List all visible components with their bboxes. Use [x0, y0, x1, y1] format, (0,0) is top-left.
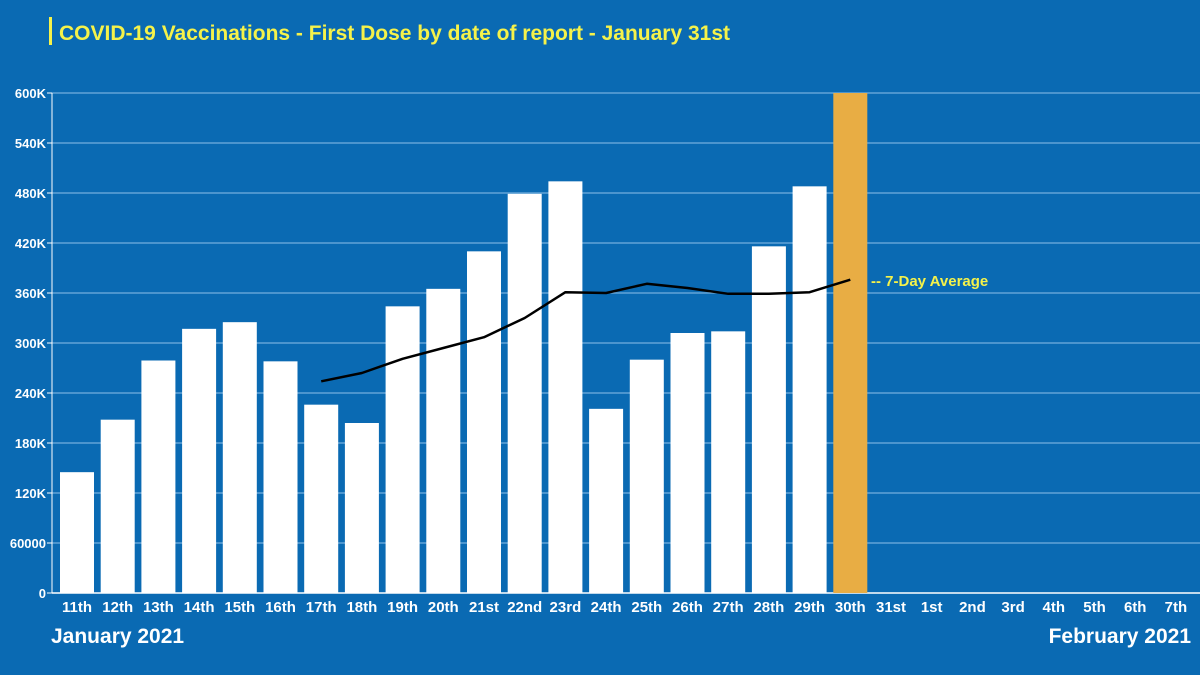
- x-tick-label: 12th: [102, 599, 133, 616]
- legend-line-label: -- 7-Day Average: [871, 273, 988, 290]
- x-tick-label: 20th: [428, 599, 459, 616]
- bar: [141, 360, 176, 593]
- y-tick-label: 120K: [15, 486, 47, 501]
- x-tick-label: 18th: [346, 599, 377, 616]
- bar: [426, 288, 461, 593]
- y-tick-label: 60000: [10, 536, 46, 551]
- bar: [629, 359, 664, 593]
- title-accent-bar: [49, 17, 52, 45]
- x-tick-label: 26th: [672, 599, 703, 616]
- x-tick-label: 13th: [143, 599, 174, 616]
- group-label-february: February 2021: [1049, 625, 1192, 648]
- x-tick-label: 11th: [62, 599, 92, 616]
- bar: [222, 322, 257, 593]
- x-tick-label: 15th: [224, 599, 255, 616]
- x-tick-label: 7th: [1165, 599, 1188, 616]
- bar: [548, 181, 583, 594]
- bar: [60, 472, 94, 593]
- line-layer: [320, 278, 851, 383]
- bar: [100, 419, 135, 593]
- x-tick-label: 3rd: [1001, 599, 1024, 616]
- x-tick-label: 27th: [713, 599, 744, 616]
- bar: [344, 423, 379, 593]
- x-tick-label: 28th: [753, 599, 784, 616]
- y-tick-label: 300K: [15, 336, 47, 351]
- bar: [792, 186, 827, 594]
- y-tick-label: 540K: [15, 136, 47, 151]
- x-tick-label: 5th: [1083, 599, 1106, 616]
- bar: [467, 251, 501, 594]
- bar: [385, 306, 420, 593]
- bar-highlight: [833, 93, 868, 593]
- bar: [304, 404, 339, 593]
- x-tick-label: 23rd: [550, 599, 582, 616]
- y-tick-label: 0: [39, 586, 46, 601]
- x-tick-label: 25th: [631, 599, 662, 616]
- y-tick-label: 480K: [15, 186, 47, 201]
- x-tick-label: 2nd: [959, 599, 986, 616]
- x-tick-labels: 11th 12th 13th 14th 15th 16th 17th 18th 19th 20th…: [62, 599, 1187, 616]
- x-tick-label: 22nd: [507, 599, 542, 616]
- x-tick-label: 17th: [306, 599, 337, 616]
- bar: [711, 331, 746, 593]
- x-tick-label: 19th: [387, 599, 418, 616]
- y-tick-labels: 0 60000 120K 180K 240K 300K 360K 420K 480K 540K 60…: [10, 86, 47, 601]
- x-tick-label: 29th: [794, 599, 825, 616]
- y-tick-label: 240K: [15, 386, 47, 401]
- bar: [263, 361, 298, 593]
- y-tick-label: 360K: [15, 286, 47, 301]
- bar: [751, 246, 786, 594]
- bar-layer: [60, 93, 868, 594]
- chart-title: COVID-19 Vaccinations - First Dose by da…: [59, 22, 730, 45]
- y-tick-label: 180K: [15, 436, 47, 451]
- x-tick-label: 1st: [921, 599, 943, 616]
- y-tick-label: 420K: [15, 236, 47, 251]
- x-tick-label: 16th: [265, 599, 296, 616]
- bar: [507, 193, 542, 594]
- grid-layer: [47, 92, 1200, 594]
- group-label-january: January 2021: [51, 625, 184, 648]
- x-tick-label: 21st: [469, 599, 499, 616]
- bar: [589, 408, 624, 593]
- bar: [182, 328, 217, 593]
- x-tick-label: 6th: [1124, 599, 1147, 616]
- y-tick-label: 600K: [15, 86, 47, 101]
- x-tick-label: 30th: [835, 599, 866, 616]
- x-tick-label: 31st: [876, 599, 906, 616]
- seven-day-average-line: [320, 278, 851, 383]
- bar: [670, 333, 705, 593]
- x-tick-label: 24th: [591, 599, 622, 616]
- x-tick-label: 4th: [1043, 599, 1066, 616]
- x-tick-label: 14th: [184, 599, 215, 616]
